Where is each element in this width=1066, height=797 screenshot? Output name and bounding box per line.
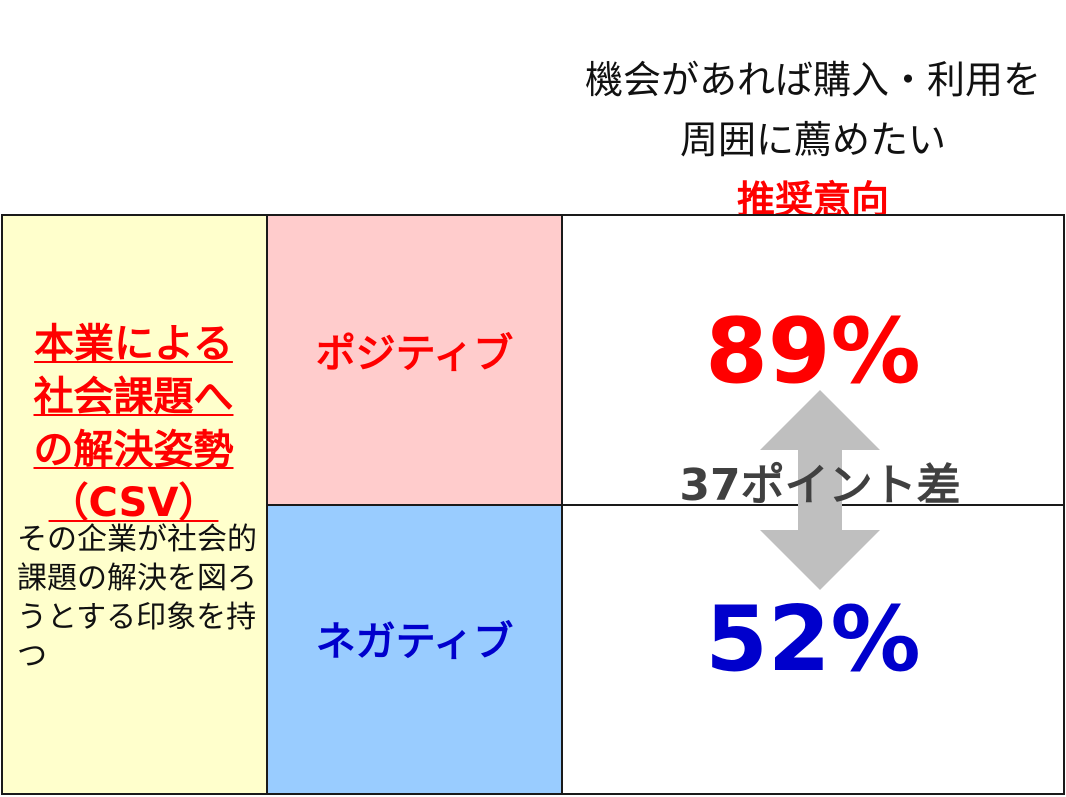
header-line-1: 機会があれば購入・利用を	[584, 58, 1041, 102]
recommendation-header: 機会があれば購入・利用を 周囲に薦めたい 推奨意向	[560, 50, 1066, 230]
negative-label: ネガティブ	[315, 619, 514, 665]
double-arrow-icon	[760, 390, 880, 590]
positive-value: 89%	[705, 299, 921, 404]
difference-label: 37ポイント差	[679, 460, 961, 511]
csv-title: 本業による 社会課題へ の解決姿勢 （CSV）	[10, 318, 257, 530]
csv-description: その企業が社会的課題の解決を図ろうとする印象を持つ	[17, 522, 257, 674]
negative-value: 52%	[705, 587, 921, 692]
double-arrow-shape	[760, 390, 880, 590]
header-line-2: 周囲に薦めたい	[679, 118, 946, 162]
csv-title-line: 本業による	[34, 321, 233, 367]
negative-label-cell	[266, 504, 563, 795]
csv-title-line: 社会課題へ	[33, 374, 234, 420]
csv-title-line: （CSV）	[48, 480, 219, 526]
positive-label: ポジティブ	[315, 331, 514, 377]
csv-column	[1, 214, 268, 795]
csv-title-line: の解決姿勢	[33, 427, 234, 473]
